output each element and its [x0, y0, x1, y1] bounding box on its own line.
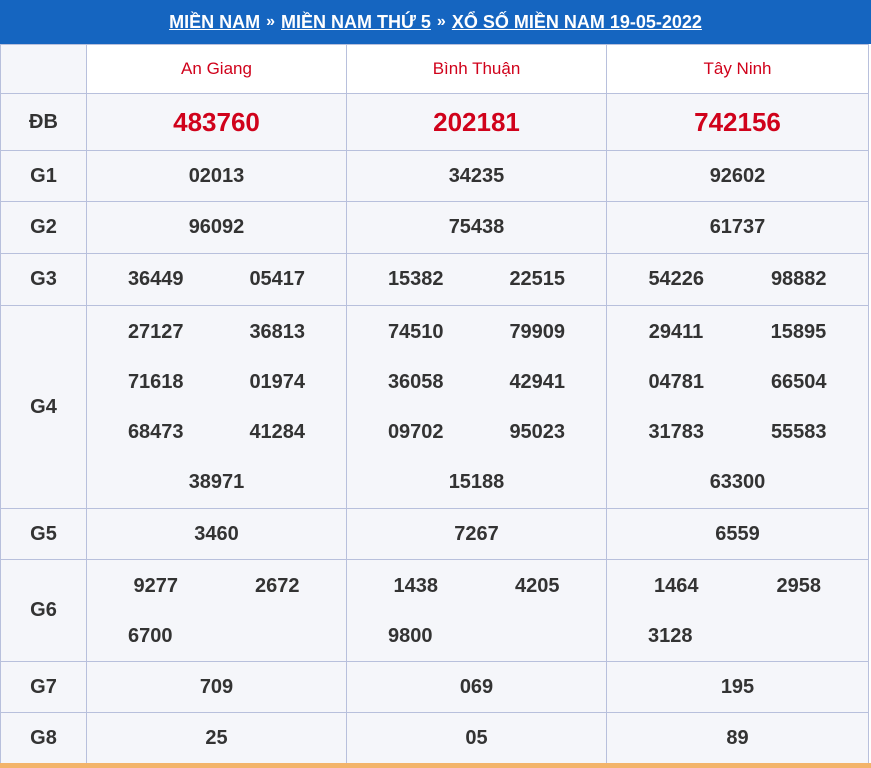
prize-number: 05 — [346, 712, 607, 765]
breadcrumb-separator: » — [436, 13, 446, 30]
prize-number: 75438 — [346, 201, 607, 254]
prize-number: 9800 — [388, 624, 433, 647]
prize-number: 31783 — [648, 421, 705, 443]
prize-cell: 74510 79909 36058 42941 09702 95023 15188 — [346, 305, 607, 509]
prize-label: G7 — [0, 661, 87, 713]
prize-number: 38971 — [188, 471, 245, 493]
prize-number: 9277 — [133, 574, 179, 597]
province-name: An Giang — [86, 44, 347, 94]
prize-number: 1438 — [393, 574, 439, 597]
row-g4: G4 27127 36813 71618 01974 68473 41284 3897… — [0, 305, 869, 509]
breadcrumb: MIỀN NAM » MIỀN NAM THỨ 5 » XỔ SỐ MIỀN N… — [0, 0, 871, 44]
prize-number: 61737 — [606, 201, 869, 254]
prize-number: 01974 — [249, 371, 306, 393]
prize-number: 05417 — [249, 268, 306, 290]
prize-number: 66504 — [770, 371, 827, 393]
prize-number: 36058 — [387, 371, 444, 393]
prize-number: 709 — [86, 661, 347, 713]
row-g2: G2 96092 75438 61737 — [0, 201, 869, 254]
prize-number: 34235 — [346, 150, 607, 202]
bottom-accent-strip — [0, 763, 871, 768]
prize-number: 55583 — [770, 421, 827, 443]
breadcrumb-link-mien-nam-thu-5[interactable]: MIỀN NAM THỨ 5 — [280, 11, 431, 32]
prize-number: 36449 — [127, 268, 184, 290]
province-name: Tây Ninh — [606, 44, 869, 94]
prize-number: 95023 — [509, 421, 566, 443]
row-g3: G3 36449 05417 15382 22515 54226 98882 — [0, 253, 869, 306]
province-name: Bình Thuận — [346, 44, 607, 94]
row-g7: G7 709 069 195 — [0, 661, 869, 713]
breadcrumb-link-title[interactable]: XỔ SỐ MIỀN NAM 19-05-2022 — [451, 11, 702, 32]
prize-label: G6 — [0, 559, 87, 662]
prize-label: ĐB — [0, 93, 87, 151]
prize-cell: 29411 15895 04781 66504 31783 55583 63300 — [606, 305, 869, 509]
prize-number: 27127 — [127, 321, 184, 343]
prize-cell: 15382 22515 — [346, 253, 607, 306]
prize-label: G1 — [0, 150, 87, 202]
row-g1: G1 02013 34235 92602 — [0, 150, 869, 202]
prize-label: G5 — [0, 508, 87, 560]
prize-number: 02013 — [86, 150, 347, 202]
special-prize-number: 742156 — [606, 93, 869, 151]
prize-number: 54226 — [648, 268, 705, 290]
prize-number: 36813 — [249, 321, 306, 343]
prize-label: G4 — [0, 305, 87, 509]
prize-number: 6700 — [128, 624, 173, 647]
prize-number: 15895 — [770, 321, 827, 343]
prize-number: 98882 — [770, 268, 827, 290]
corner-cell — [0, 44, 87, 94]
prize-number: 68473 — [127, 421, 184, 443]
prize-number: 29411 — [648, 321, 704, 343]
prize-number: 2672 — [255, 574, 300, 597]
prize-label: G2 — [0, 201, 87, 254]
row-g5: G5 3460 7267 6559 — [0, 508, 869, 560]
prize-label: G8 — [0, 712, 87, 765]
prize-number: 92602 — [606, 150, 869, 202]
province-header-row: An Giang Bình Thuận Tây Ninh — [0, 44, 869, 94]
prize-number: 195 — [606, 661, 869, 713]
prize-number: 3128 — [648, 624, 693, 647]
prize-number: 6559 — [606, 508, 869, 560]
row-db: ĐB 483760 202181 742156 — [0, 93, 869, 151]
special-prize-number: 483760 — [86, 93, 347, 151]
prize-cell: 1464 2958 3128 — [606, 559, 869, 662]
prize-number: 25 — [86, 712, 347, 765]
prize-number: 42941 — [509, 371, 566, 393]
row-g6: G6 9277 2672 6700 1438 4205 9800 1464 2958 … — [0, 559, 869, 662]
breadcrumb-separator: » — [266, 13, 275, 30]
prize-cell: 36449 05417 — [86, 253, 347, 306]
prize-number: 069 — [346, 661, 607, 713]
prize-cell: 27127 36813 71618 01974 68473 41284 38971 — [86, 305, 347, 509]
prize-number: 96092 — [86, 201, 347, 254]
row-g8: G8 25 05 89 — [0, 712, 869, 765]
prize-number: 22515 — [509, 268, 566, 290]
prize-number: 04781 — [648, 371, 705, 393]
prize-number: 4205 — [515, 574, 560, 597]
prize-cell: 54226 98882 — [606, 253, 869, 306]
prize-number: 74510 — [387, 321, 444, 343]
prize-number: 41284 — [249, 421, 306, 443]
prize-number: 7267 — [346, 508, 607, 560]
prize-number: 89 — [606, 712, 869, 765]
prize-number: 2958 — [776, 574, 822, 597]
prize-number: 3460 — [86, 508, 347, 560]
prize-number: 1464 — [654, 574, 699, 597]
results-table: An Giang Bình Thuận Tây Ninh ĐB 483760 2… — [0, 44, 869, 765]
prize-number: 79909 — [509, 321, 566, 343]
prize-label: G3 — [0, 253, 87, 306]
prize-cell: 9277 2672 6700 — [86, 559, 347, 662]
prize-cell: 1438 4205 9800 — [346, 559, 607, 662]
prize-number: 09702 — [387, 421, 444, 443]
breadcrumb-link-mien-nam[interactable]: MIỀN NAM — [169, 11, 261, 32]
prize-number: 63300 — [709, 471, 766, 493]
prize-number: 15188 — [448, 471, 505, 493]
prize-number: 71618 — [127, 371, 184, 393]
special-prize-number: 202181 — [346, 93, 607, 151]
prize-number: 15382 — [387, 268, 444, 290]
